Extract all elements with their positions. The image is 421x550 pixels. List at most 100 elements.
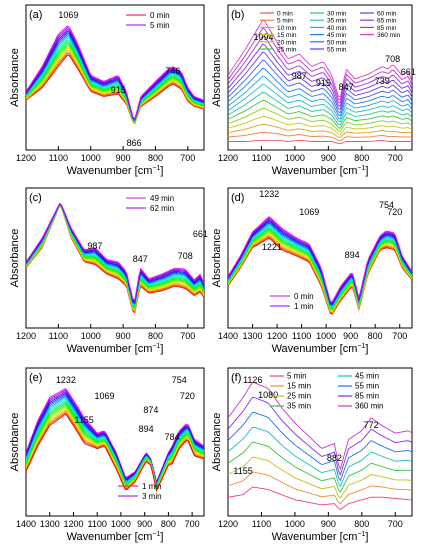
plot-frame	[25, 187, 205, 329]
series-group	[26, 202, 204, 314]
peak-label: 720	[387, 207, 402, 217]
peak-label: 1155	[233, 466, 252, 476]
x-axis-title: Wavenumber [cm−1]	[272, 165, 369, 177]
legend-label: 55 min	[327, 47, 347, 54]
series-line	[228, 43, 412, 107]
legend-label: 35 min	[327, 18, 347, 25]
peak-label: 847	[133, 254, 148, 264]
peak-label: 1232	[259, 189, 279, 199]
peak-label: 720	[180, 391, 195, 401]
x-tick-label: 1100	[292, 331, 311, 341]
panel-letter: (e)	[29, 372, 42, 384]
x-tick-label: 800	[354, 153, 369, 163]
series-line	[228, 99, 412, 129]
peak-label: 1126	[243, 375, 262, 385]
panel-letter: (f)	[231, 372, 241, 384]
series-line	[26, 44, 204, 123]
x-tick-label: 900	[321, 153, 336, 163]
panel-letter: (c)	[29, 192, 42, 204]
series-line	[228, 83, 412, 123]
series-line	[26, 403, 204, 489]
legend-label: 25 min	[277, 47, 297, 54]
x-tick-label: 1100	[49, 153, 68, 163]
peak-label: 772	[364, 420, 379, 430]
series-line	[26, 30, 204, 121]
legend-label: 10 min	[277, 25, 297, 32]
x-tick-label: 900	[116, 153, 131, 163]
panel-letter: (a)	[29, 9, 42, 21]
series-line	[26, 54, 204, 125]
legend-label: 45 min	[327, 32, 347, 39]
x-tick-label: 1100	[252, 519, 271, 529]
series-line	[228, 217, 412, 304]
peak-label: 1069	[95, 391, 115, 401]
x-tick-label: 700	[388, 153, 403, 163]
x-tick-label: 900	[321, 519, 336, 529]
y-axis-title: Absorbance	[211, 229, 223, 288]
x-tick-label: 700	[180, 153, 195, 163]
peak-label: 915	[316, 78, 331, 88]
x-tick-label: 1200	[218, 153, 238, 163]
legend-label: 5 min	[287, 372, 307, 381]
series-line	[228, 216, 412, 303]
legend-label: 0 min	[277, 11, 293, 18]
peak-label: 987	[292, 71, 307, 81]
series-line	[26, 34, 204, 122]
series-line	[26, 399, 204, 488]
series-group	[26, 388, 204, 493]
peak-label: 987	[87, 241, 102, 251]
chart-panel-d: 1400 1300 1200 1100 1000 900 800 700 Wavenumber …	[211, 187, 413, 355]
series-group	[26, 25, 204, 125]
plot-frame	[227, 367, 413, 517]
chart-panel-e: 1400 1300 1200 1100 1000 900 800 700 Wavenumber …	[9, 367, 205, 543]
legend-label: 45 min	[355, 372, 379, 381]
series-line	[228, 19, 412, 98]
peak-label: 708	[178, 251, 193, 261]
series-line	[26, 202, 204, 301]
plot-frame	[25, 367, 205, 517]
series-line	[26, 45, 204, 123]
peak-label: 894	[345, 250, 360, 260]
x-axis-title: Wavenumber [cm−1]	[272, 343, 369, 355]
series-line	[228, 123, 412, 138]
y-axis-title: Absorbance	[9, 413, 21, 472]
peak-label: 1221	[262, 242, 282, 252]
peak-label: 874	[143, 405, 158, 415]
series-line	[228, 396, 412, 476]
legend-label: 20 min	[277, 39, 297, 46]
x-tick-label: 700	[392, 331, 407, 341]
x-tick-label: 1200	[63, 519, 83, 529]
x-axis-title: Wavenumber [cm−1]	[67, 343, 164, 355]
series-group	[228, 216, 412, 315]
series-line	[26, 35, 204, 122]
x-tick-label: 1000	[111, 519, 131, 529]
x-tick-label: 900	[343, 331, 358, 341]
series-line	[26, 406, 204, 490]
series-line	[26, 413, 204, 493]
x-tick-label: 1000	[81, 331, 101, 341]
series-line	[26, 40, 204, 123]
x-tick-label: 800	[148, 331, 163, 341]
peak-label: 708	[385, 54, 400, 64]
legend-label: 5 min	[277, 18, 293, 25]
series-line	[26, 49, 204, 124]
series-line	[228, 456, 412, 499]
x-tick-label: 800	[161, 519, 176, 529]
series-line	[228, 115, 412, 135]
chart-panel-f: 1200 1100 1000 900 800 700 Wavenumber [cm−1] Ab…	[211, 367, 413, 543]
legend-label: 0 min	[150, 11, 170, 20]
series-line	[228, 411, 412, 482]
peak-label: 746	[165, 66, 180, 76]
legend-label: 65 min	[377, 18, 397, 25]
series-line	[26, 391, 204, 485]
series-line	[26, 404, 204, 490]
series-line	[26, 28, 204, 121]
series-line	[228, 27, 412, 101]
legend-label: 25 min	[287, 392, 311, 401]
x-tick-label: 1300	[243, 331, 263, 341]
x-tick-label: 700	[388, 519, 403, 529]
peak-label: 915	[111, 85, 126, 95]
x-tick-label: 1000	[81, 153, 101, 163]
peak-label: 847	[339, 82, 354, 92]
x-tick-label: 1100	[88, 519, 107, 529]
